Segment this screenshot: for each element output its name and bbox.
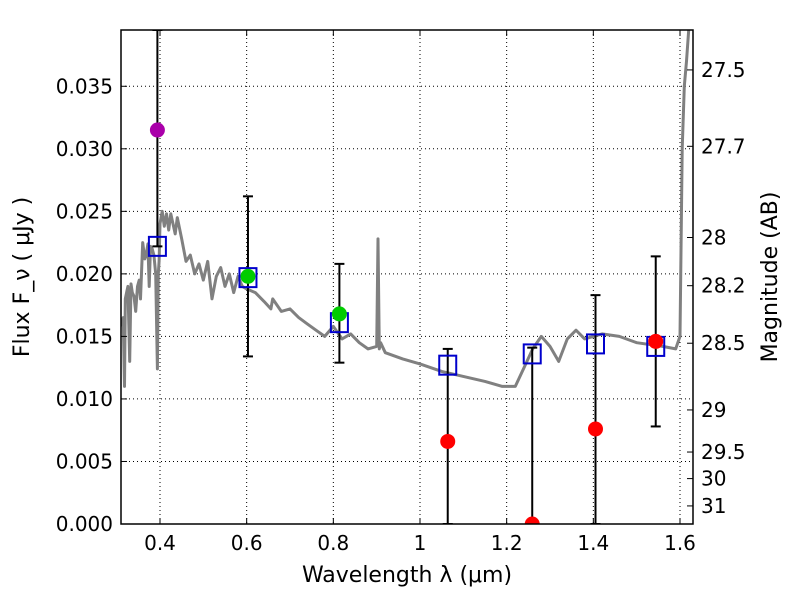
observed-point [440, 433, 456, 449]
x-tick-label: 1 [414, 531, 427, 555]
observed-point [524, 516, 540, 524]
model-photometry-square [238, 267, 258, 289]
x-axis-title: Wavelength λ (μm) [302, 563, 512, 588]
plot-area [121, 30, 691, 524]
model-photometry-square [438, 354, 458, 376]
observed-point [149, 122, 165, 138]
plot-frame [120, 29, 694, 525]
y-tick-label: 0.020 [56, 262, 113, 286]
observed-point [331, 306, 347, 322]
x-tick-label: 1.6 [664, 531, 696, 555]
y2-tick-label: 29 [701, 398, 726, 422]
y2-tick-label: 31 [701, 494, 726, 518]
y2-tick-label: 27.7 [701, 134, 746, 158]
y-tick-label: 0.015 [56, 324, 113, 348]
x-tick-label: 1.4 [577, 531, 609, 555]
model-photometry-square [522, 343, 542, 365]
y-tick-label: 0.010 [56, 387, 113, 411]
y2-tick-label: 28 [701, 225, 726, 249]
x-tick-label: 1.2 [491, 531, 523, 555]
observed-point [588, 421, 603, 437]
y2-tick-label: 27.5 [701, 58, 746, 82]
model-photometry-square [147, 235, 167, 257]
x-tick-label: 0.8 [317, 531, 349, 555]
model-photometry-square [586, 333, 605, 355]
y2-tick-label: 28.5 [701, 331, 746, 355]
y-tick-label: 0.000 [56, 512, 113, 536]
observed-point [648, 333, 664, 349]
y-tick-label: 0.025 [56, 199, 113, 223]
y2-tick-label: 28.2 [701, 274, 746, 298]
y2-tick-label: 29.5 [701, 440, 746, 464]
x-tick-label: 0.4 [144, 531, 176, 555]
y-axis-title: Flux F_ν ( μJy ) [10, 197, 35, 357]
sed-template-line [121, 30, 691, 388]
y-tick-label: 0.005 [56, 449, 113, 473]
x-tick-label: 0.6 [231, 531, 263, 555]
y2-tick-label: 30 [701, 467, 726, 491]
y-tick-label: 0.030 [56, 137, 113, 161]
axes: 0.4 0.6 0.8 1 1.2 1.4 1.6 0.000 0.005 0.010 0.015 0… [56, 29, 746, 555]
observed-point [240, 268, 256, 284]
y2-axis-title: Magnitude (AB) [758, 192, 783, 363]
y-tick-label: 0.035 [56, 74, 113, 98]
